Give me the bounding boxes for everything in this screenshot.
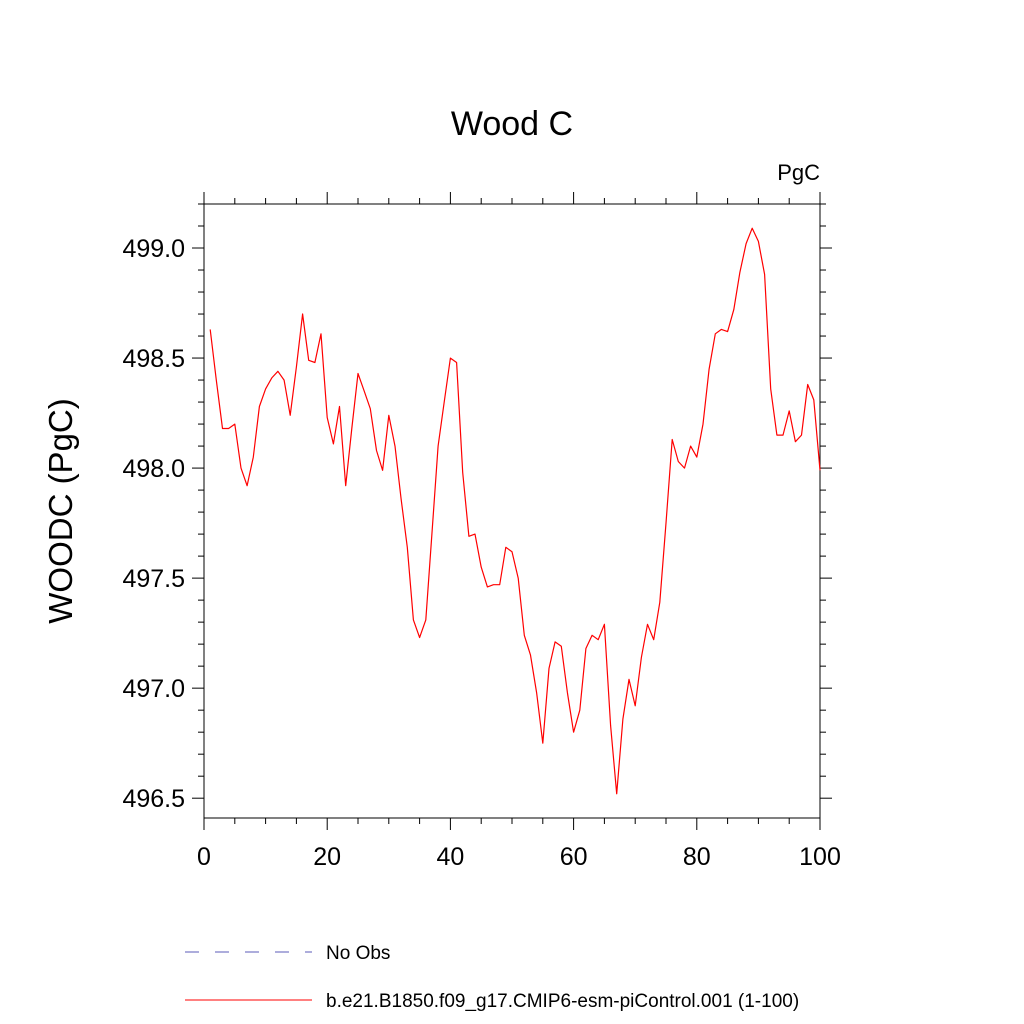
x-tick-label: 20 — [313, 843, 341, 871]
y-tick-label: 498.0 — [122, 455, 185, 483]
x-tick-label: 0 — [197, 843, 211, 871]
legend-label: b.e21.B1850.f09_g17.CMIP6-esm-piControl.… — [326, 991, 799, 1012]
data-layer — [209, 227, 821, 795]
y-tick-label: 497.0 — [122, 675, 185, 703]
legend-label: No Obs — [326, 943, 390, 964]
x-tick-label: 80 — [683, 843, 711, 871]
y-tick-label: 498.5 — [122, 345, 185, 373]
x-tick-label: 40 — [436, 843, 464, 871]
plot-border — [203, 203, 821, 819]
x-tick-label: 100 — [799, 843, 841, 871]
x-tick-label: 60 — [560, 843, 588, 871]
axis-ticks: 0 20 40 60 80 100 496.5 497.0 497.5 498.0 498.5 499… — [122, 192, 841, 871]
y-tick-label: 499.0 — [122, 235, 185, 263]
y-tick-label: 497.5 — [122, 565, 185, 593]
y-tick-label: 496.5 — [122, 785, 185, 813]
y-axis-label: WOODC (PgC) — [42, 398, 79, 624]
chart-title: Wood C — [451, 105, 573, 143]
plot-frame — [203, 203, 821, 819]
legend: No Obs b.e21.B1850.f09_g17.CMIP6-esm-piCo… — [185, 943, 799, 1012]
units-label: PgC — [777, 160, 820, 185]
series-line — [209, 227, 821, 795]
